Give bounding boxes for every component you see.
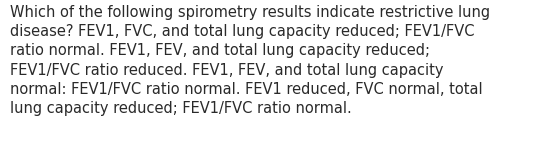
Text: Which of the following spirometry results indicate restrictive lung
disease? FEV: Which of the following spirometry result… [10,5,490,116]
